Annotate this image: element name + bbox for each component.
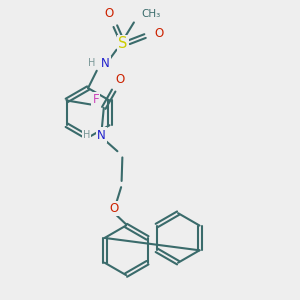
Text: O: O bbox=[115, 73, 124, 86]
Text: H: H bbox=[83, 130, 90, 140]
Text: N: N bbox=[101, 57, 110, 70]
Text: CH₃: CH₃ bbox=[141, 9, 160, 19]
Text: F: F bbox=[93, 93, 99, 106]
Text: N: N bbox=[97, 129, 106, 142]
Text: H: H bbox=[88, 58, 95, 68]
Text: O: O bbox=[154, 27, 163, 40]
Text: O: O bbox=[104, 7, 114, 20]
Text: O: O bbox=[109, 202, 118, 215]
Text: S: S bbox=[118, 36, 128, 51]
